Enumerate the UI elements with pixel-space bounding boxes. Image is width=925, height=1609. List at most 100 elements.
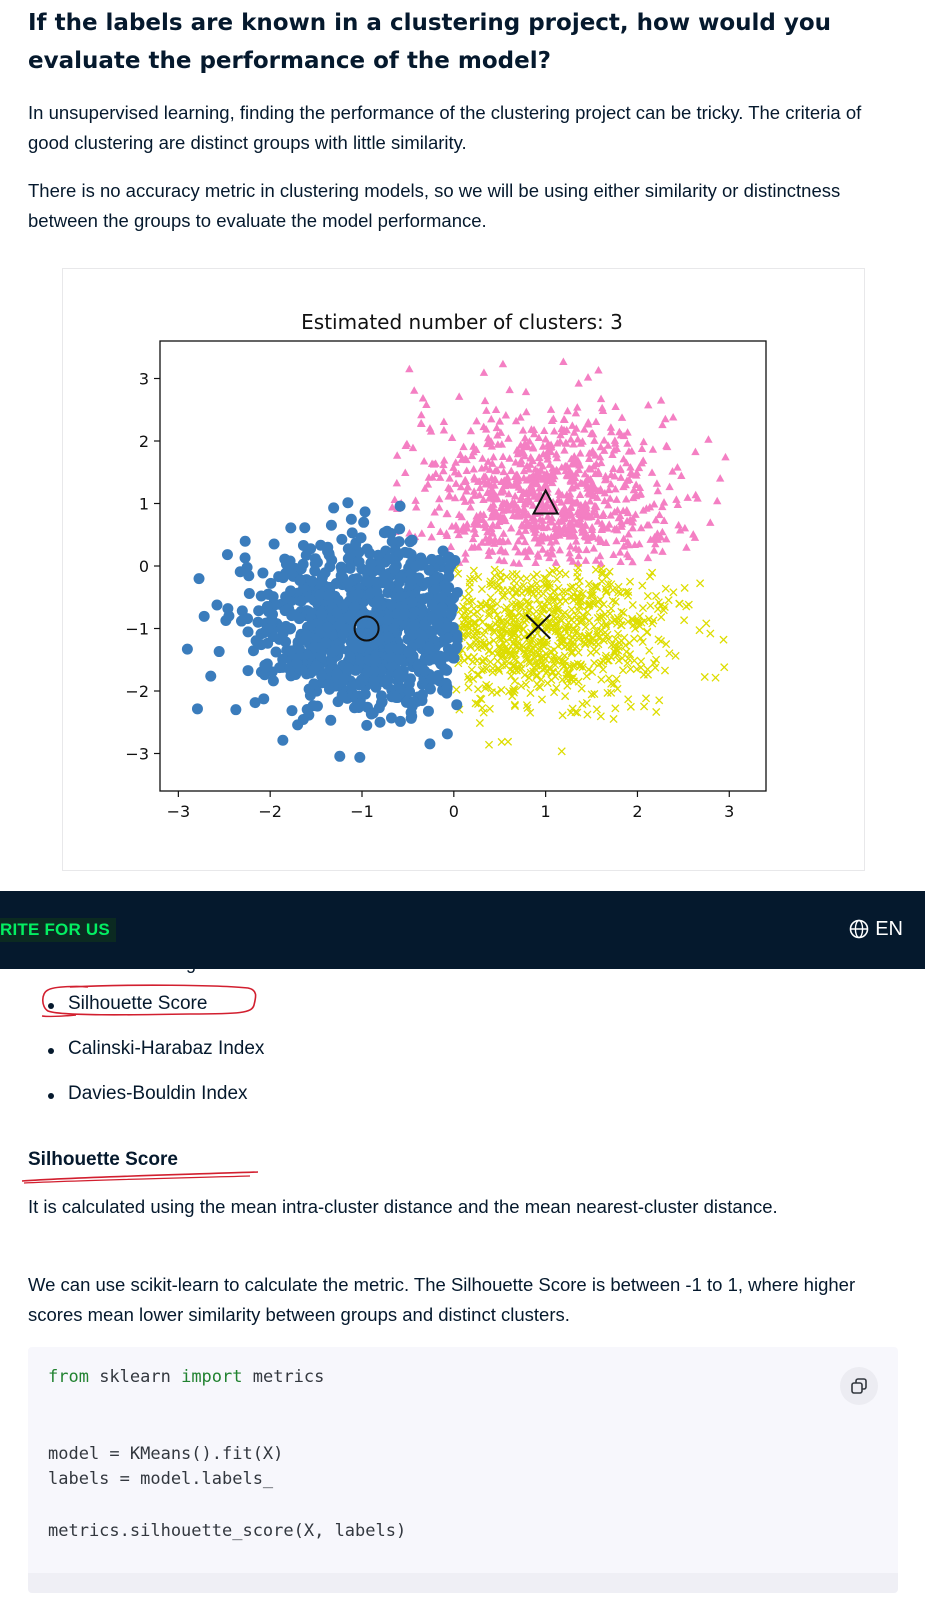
triangle-point [572,497,582,506]
x-point [607,604,616,613]
triangle-point [624,530,633,538]
triangle-point [616,473,626,481]
x-point [608,585,617,595]
x-point [485,604,494,613]
circle-point [285,670,297,682]
x-point [486,657,495,667]
x-point [478,703,487,713]
triangle-point [652,479,662,487]
x-point [526,708,535,717]
triangle-point [514,483,524,491]
circle-point [355,609,367,621]
triangle-point [503,479,513,487]
triangle-point [504,489,514,498]
triangle-point [675,525,685,534]
triangle-point [610,436,620,444]
x-point [614,656,623,665]
triangle-point [569,476,579,485]
triangle-point [426,427,436,435]
x-point [590,658,599,668]
triangle-point [540,470,549,479]
triangle-point [456,482,466,491]
triangle-point [520,537,530,546]
x-point [567,605,576,614]
circle-point [394,715,406,727]
x-point [605,567,614,576]
x-point [571,708,580,717]
triangle-point [487,414,496,423]
triangle-point [616,517,626,526]
triangle-point [434,503,444,511]
triangle-point [475,490,484,499]
triangle-point [557,507,566,516]
x-point [652,591,661,600]
code-scrollbar[interactable] [28,1573,898,1593]
write-for-us-link[interactable]: RITE FOR US [0,918,116,942]
x-point [466,574,475,583]
x-point [649,616,658,625]
triangle-point [418,394,428,402]
x-point [561,692,570,701]
triangle-point [492,423,502,432]
x-point [485,704,494,713]
circle-point [392,668,404,680]
triangle-point [443,509,452,518]
triangle-point [626,463,635,471]
triangle-point [642,520,652,529]
x-point [637,657,646,666]
code-block[interactable]: from sklearn import metrics model = KMea… [28,1347,898,1593]
circle-point [445,607,457,619]
triangle-point [566,468,575,476]
x-point [613,684,622,693]
x-point [572,611,581,620]
x-point [551,620,561,629]
triangle-point [551,503,560,511]
triangle-point [461,555,470,563]
triangle-point [560,446,569,454]
triangle-point [628,514,638,522]
y-tick-label: 1 [139,495,149,514]
circle-point [405,575,417,587]
triangle-point [520,433,530,442]
x-point [581,640,590,649]
triangle-point [597,524,607,532]
x-point [486,593,495,602]
triangle-point [454,392,464,400]
circle-point [370,681,382,693]
circle-point [422,705,434,717]
x-point [485,682,494,691]
circle-point [268,538,280,550]
x-point [530,653,539,662]
triangle-point [461,454,470,462]
x-point [542,574,551,583]
x-point [575,576,584,586]
language-selector[interactable]: EN [849,915,903,943]
copy-code-button[interactable] [840,1367,878,1405]
triangle-point [424,473,434,481]
triangle-point [451,521,461,529]
x-point [563,681,572,690]
triangle-point [589,491,598,500]
triangle-point [514,547,523,556]
circle-point [386,535,398,547]
x-point [607,580,616,589]
x-point [623,617,633,626]
x-cluster-points [451,563,729,756]
triangle-point [497,440,507,448]
triangle-point [540,426,549,434]
triangle-point [505,454,514,462]
circle-point [360,575,372,587]
x-point [526,668,535,677]
triangle-point [674,520,683,529]
x-point [471,618,481,628]
circle-point [451,587,463,599]
x-point [638,637,647,647]
y-axis-ticks: −3 −2 −1 0 1 2 3 [125,370,160,764]
triangle-point [460,475,470,484]
triangle-point [422,400,431,409]
x-point [583,608,592,617]
x-point [573,708,582,717]
triangle-point [531,558,540,567]
triangle-point [534,453,544,462]
x-point [556,633,565,642]
